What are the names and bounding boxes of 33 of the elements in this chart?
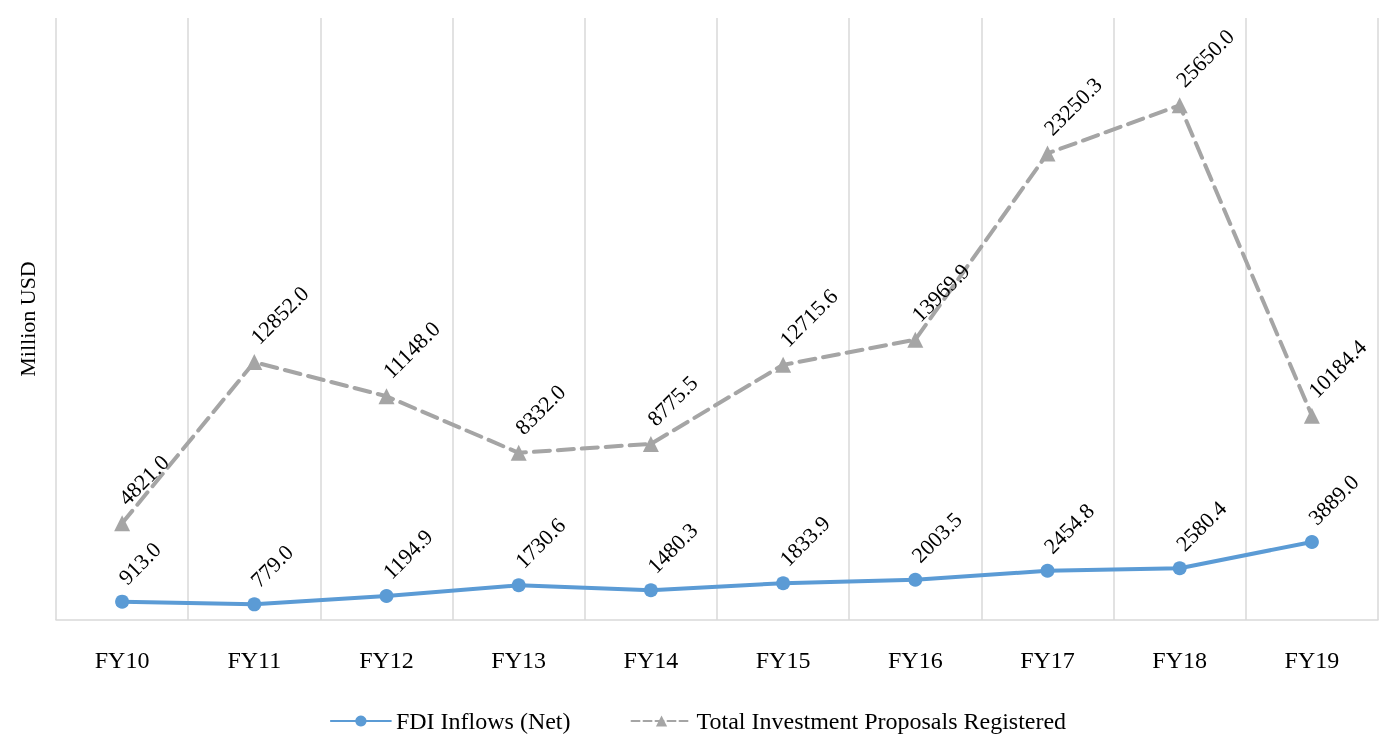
point	[1303, 407, 1320, 424]
point	[1304, 534, 1319, 549]
legend-label: FDI Inflows (Net)	[395, 708, 571, 734]
x-tick-label: FY15	[755, 647, 811, 673]
legend-label: Total Investment Proposals Registered	[696, 708, 1067, 734]
x-tick-label: FY13	[491, 647, 547, 673]
point	[247, 597, 262, 612]
point	[776, 576, 791, 591]
point	[379, 589, 394, 604]
point	[115, 594, 130, 609]
point	[1040, 563, 1055, 578]
point	[642, 435, 659, 452]
point	[907, 331, 924, 348]
point	[510, 444, 527, 461]
point	[1172, 561, 1187, 576]
x-tick-label: FY19	[1284, 647, 1340, 673]
x-tick-label: FY10	[94, 647, 150, 673]
point	[1171, 97, 1188, 114]
point	[378, 388, 395, 405]
x-tick-label: FY14	[623, 647, 679, 673]
x-tick-label: FY12	[359, 647, 414, 673]
point	[908, 572, 923, 587]
x-tick-label: FY11	[227, 647, 282, 673]
x-tick-label: FY16	[887, 647, 943, 673]
point	[511, 578, 526, 593]
y-axis-title: Million USD	[14, 261, 40, 377]
x-tick-label: FY18	[1152, 647, 1208, 673]
point	[775, 356, 792, 373]
point	[643, 583, 658, 598]
point	[114, 515, 131, 532]
point	[246, 354, 263, 371]
x-tick-label: FY17	[1020, 647, 1075, 673]
point	[1039, 145, 1056, 162]
